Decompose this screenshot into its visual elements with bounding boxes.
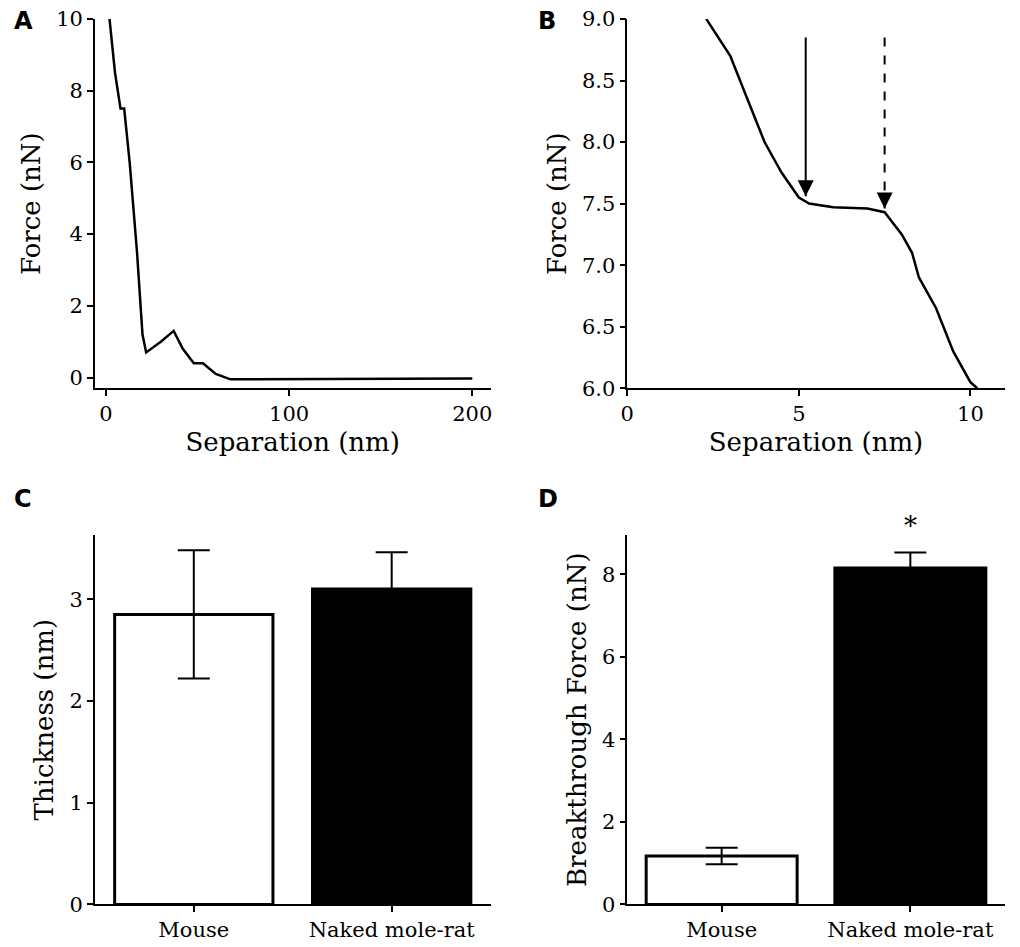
svg-text:0: 0 [621,402,634,426]
svg-text:8.5: 8.5 [582,69,615,93]
svg-text:3: 3 [70,588,83,612]
svg-text:2: 2 [70,294,83,318]
svg-text:Force (nN): Force (nN) [16,132,46,275]
svg-text:7.5: 7.5 [582,192,615,216]
svg-text:Naked mole-rat: Naked mole-rat [309,918,476,942]
svg-text:5: 5 [792,402,805,426]
svg-text:8: 8 [70,79,83,103]
svg-text:8.0: 8.0 [582,130,615,154]
svg-text:Thickness (nm): Thickness (nm) [29,619,59,821]
svg-text:Mouse: Mouse [686,918,757,942]
svg-text:9.0: 9.0 [582,7,615,31]
svg-text:8: 8 [602,563,615,587]
svg-text:6.0: 6.0 [582,377,615,401]
svg-text:B: B [538,7,556,35]
svg-text:0: 0 [99,402,112,426]
svg-text:Separation (nm): Separation (nm) [709,427,923,457]
svg-text:Mouse: Mouse [158,918,229,942]
svg-text:7.0: 7.0 [582,254,615,278]
svg-text:0: 0 [70,893,83,917]
svg-text:6: 6 [70,151,83,175]
svg-text:Separation (nm): Separation (nm) [186,427,400,457]
svg-text:4: 4 [70,222,83,246]
svg-text:Breakthrough Force (nN): Breakthrough Force (nN) [562,552,592,887]
svg-text:200: 200 [452,402,492,426]
svg-text:0: 0 [602,893,615,917]
svg-text:2: 2 [70,689,83,713]
svg-text:0: 0 [70,366,83,390]
svg-text:10: 10 [957,402,984,426]
svg-text:A: A [14,7,33,35]
svg-text:D: D [538,485,558,513]
svg-text:6.5: 6.5 [582,315,615,339]
svg-text:*: * [904,511,917,541]
svg-text:10: 10 [56,7,83,31]
svg-text:1: 1 [70,791,83,815]
svg-text:4: 4 [602,728,615,752]
svg-text:C: C [14,485,32,513]
svg-text:2: 2 [602,810,615,834]
svg-text:100: 100 [269,402,309,426]
svg-text:Naked mole-rat: Naked mole-rat [827,918,994,942]
svg-text:Force (nN): Force (nN) [542,132,572,275]
svg-text:6: 6 [602,645,615,669]
